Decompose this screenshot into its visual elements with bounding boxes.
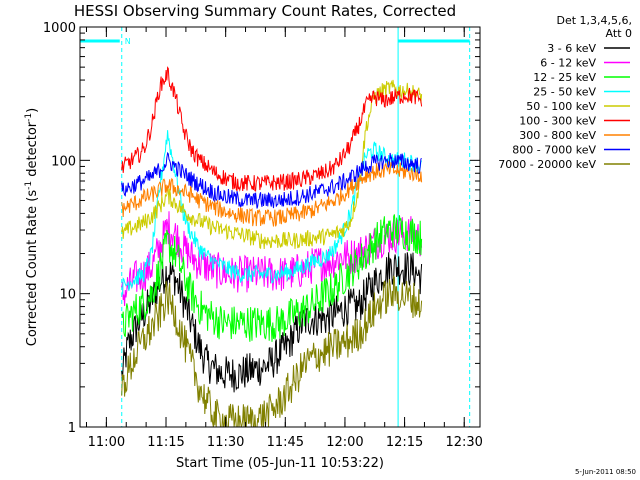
- x-tick-label-2: 11:15: [147, 435, 184, 450]
- series-line-2: [121, 211, 423, 307]
- legend-label-8: 800 - 7000 keV: [512, 144, 596, 157]
- series-line-7: [121, 161, 423, 227]
- y-label-mid: detector: [25, 121, 40, 181]
- legend-label-6: 100 - 300 keV: [519, 115, 596, 128]
- series-line-6: [121, 66, 423, 193]
- x-tick-label-1: 11:00: [88, 435, 125, 450]
- series-line-1: [121, 252, 423, 393]
- y-label-main: Corrected Count Rate (s: [25, 190, 40, 347]
- legend-label-7: 300 - 800 keV: [519, 129, 596, 142]
- series-line-8: [121, 151, 422, 209]
- legend-header-line-1: Det 1,3,4,5,6,: [556, 14, 632, 27]
- legend-label-1: 3 - 6 keV: [547, 42, 596, 55]
- y-tick-label-3: 100: [51, 154, 76, 169]
- series-line-3: [121, 214, 423, 342]
- series-line-9: [121, 275, 423, 428]
- legend: Det 1,3,4,5,6, Att 0 3 - 6 keV 6 - 12 keV…: [498, 14, 632, 171]
- x-axis: 11:00 11:15 11:30 11:45 12:00 12:15 12:30: [85, 27, 483, 450]
- y-tick-label-1: 1: [68, 421, 76, 436]
- y-axis: 1 10 100 1000: [43, 21, 480, 436]
- y-label-end: ): [25, 108, 40, 113]
- footer-timestamp: 5-Jun-2011 08:50: [575, 468, 636, 476]
- legend-label-9: 7000 - 20000 keV: [498, 158, 596, 171]
- legend-label-3: 12 - 25 keV: [533, 71, 596, 84]
- x-tick-label-3: 11:30: [207, 435, 244, 450]
- y-label-sup-2: -1: [24, 113, 34, 122]
- x-tick-label-6: 12:15: [386, 435, 423, 450]
- saa-marker-label: N: [125, 37, 131, 46]
- chart-title: HESSI Observing Summary Count Rates, Cor…: [74, 2, 456, 20]
- x-axis-label: Start Time (05-Jun-11 10:53:22): [176, 456, 384, 471]
- plot-frame: [79, 26, 481, 428]
- legend-label-4: 25 - 50 keV: [533, 86, 596, 99]
- x-tick-label-7: 12:30: [445, 435, 482, 450]
- y-axis-label: Corrected Count Rate (s-1 detector-1): [24, 108, 40, 346]
- plot-area: N 11:00 11:15 11:30 11:45 12:00 12:15 12:30 11…: [43, 21, 483, 450]
- y-label-sup-1: -1: [24, 181, 34, 190]
- x-tick-label-4: 11:45: [267, 435, 304, 450]
- y-tick-label-2: 10: [59, 288, 76, 303]
- legend-label-2: 6 - 12 keV: [540, 57, 596, 70]
- legend-header-line-2: Att 0: [606, 27, 632, 40]
- legend-label-5: 50 - 100 keV: [526, 100, 596, 113]
- series-layer: [121, 66, 423, 428]
- y-tick-label-4: 1000: [43, 21, 76, 36]
- x-tick-label-5: 12:00: [326, 435, 363, 450]
